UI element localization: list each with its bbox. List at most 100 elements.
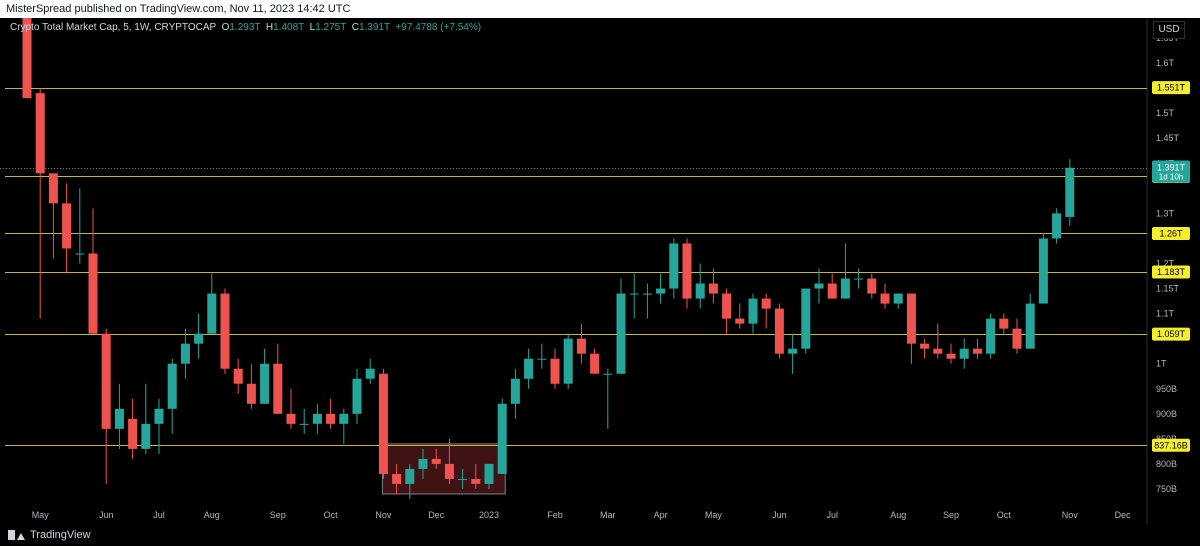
candle[interactable] — [748, 293, 758, 334]
candle[interactable] — [246, 363, 256, 409]
candle[interactable] — [563, 333, 573, 389]
candle[interactable] — [497, 398, 507, 474]
candle[interactable] — [484, 463, 494, 489]
candle[interactable] — [444, 438, 454, 484]
price-axis[interactable]: 1.65T1.6T1.5T1.45T1.4T1.3T1.2T1.15T1.1T1… — [1156, 33, 1180, 494]
candle[interactable] — [840, 243, 850, 299]
candle[interactable] — [603, 368, 613, 429]
candle[interactable] — [339, 408, 349, 444]
candle[interactable] — [207, 273, 217, 334]
candle[interactable] — [260, 348, 270, 404]
candle[interactable] — [1065, 159, 1075, 226]
candle[interactable] — [893, 293, 903, 309]
candle[interactable] — [695, 263, 705, 309]
candle[interactable] — [920, 338, 930, 359]
candle[interactable] — [35, 88, 45, 319]
candle-body — [854, 278, 864, 280]
candle[interactable] — [154, 398, 164, 454]
candle[interactable] — [180, 328, 190, 379]
candle[interactable] — [299, 408, 309, 434]
candle[interactable] — [629, 273, 639, 319]
candle[interactable] — [735, 303, 745, 329]
candle[interactable] — [669, 238, 679, 299]
candle[interactable] — [220, 288, 230, 374]
candle[interactable] — [312, 403, 322, 434]
candle[interactable] — [524, 348, 534, 389]
candle-body — [246, 383, 256, 404]
candle[interactable] — [101, 328, 111, 484]
x-tick-label: Dec — [428, 510, 445, 520]
candle-body — [682, 243, 692, 299]
candle[interactable] — [814, 268, 824, 304]
candle[interactable] — [431, 448, 441, 469]
candle[interactable] — [378, 368, 388, 479]
candle[interactable] — [22, 18, 32, 99]
candle[interactable] — [471, 463, 481, 489]
candle[interactable] — [233, 358, 243, 394]
candle[interactable] — [774, 303, 784, 359]
candle[interactable] — [642, 283, 652, 319]
level-price-label: 837.16B — [1152, 438, 1190, 452]
candle[interactable] — [708, 268, 718, 304]
candle[interactable] — [128, 398, 138, 459]
candle[interactable] — [1052, 208, 1062, 244]
candle[interactable] — [999, 313, 1009, 334]
candle[interactable] — [576, 323, 586, 364]
candle[interactable] — [114, 383, 124, 449]
currency-button[interactable]: USD — [1153, 21, 1185, 39]
candle[interactable] — [273, 343, 283, 414]
candle[interactable] — [418, 448, 428, 479]
candle[interactable] — [880, 283, 890, 309]
candle[interactable] — [1038, 233, 1048, 304]
candle[interactable] — [88, 208, 98, 334]
candle[interactable] — [616, 278, 626, 374]
candle[interactable] — [946, 343, 956, 364]
candle[interactable] — [48, 173, 58, 259]
candle[interactable] — [62, 183, 72, 274]
candle[interactable] — [1025, 293, 1035, 349]
candle-body — [326, 413, 336, 424]
candle[interactable] — [1012, 318, 1022, 354]
candle[interactable] — [761, 293, 771, 329]
candle[interactable] — [326, 398, 336, 429]
candle-body — [590, 353, 600, 374]
candle[interactable] — [788, 333, 798, 374]
candle[interactable] — [656, 273, 666, 304]
candle-body — [339, 413, 349, 424]
candle[interactable] — [550, 348, 560, 389]
level-label-bg — [1152, 438, 1190, 452]
time-axis[interactable]: May Jun Jul Aug Sep Oct Nov Dec 2023 Feb Mar Apr May… — [32, 510, 1131, 520]
candle-body — [722, 293, 732, 319]
candle[interactable] — [682, 238, 692, 309]
candle[interactable] — [906, 293, 916, 364]
candle[interactable] — [167, 358, 177, 434]
x-tick-label: Sep — [270, 510, 286, 520]
candle[interactable] — [972, 338, 982, 359]
candle-body — [62, 203, 72, 249]
level-label-bg — [1152, 265, 1190, 279]
x-tick-label: Feb — [547, 510, 563, 520]
candle[interactable] — [986, 313, 996, 359]
candle[interactable] — [75, 188, 85, 264]
candle-body — [35, 93, 45, 174]
candle[interactable] — [510, 368, 520, 419]
candle[interactable] — [854, 268, 864, 289]
candle[interactable] — [801, 288, 811, 354]
candle[interactable] — [722, 288, 732, 334]
candle[interactable] — [959, 338, 969, 369]
candle[interactable] — [537, 343, 547, 369]
candle[interactable] — [141, 383, 151, 454]
candle[interactable] — [458, 468, 468, 489]
candle[interactable] — [867, 273, 877, 299]
candlestick-chart[interactable]: 1.65T1.6T1.5T1.45T1.4T1.3T1.2T1.15T1.1T1… — [0, 18, 1200, 524]
candle[interactable] — [933, 323, 943, 359]
candle[interactable] — [405, 463, 415, 499]
candle[interactable] — [392, 463, 402, 494]
candle[interactable] — [590, 348, 600, 374]
candle[interactable] — [286, 388, 296, 429]
candle[interactable] — [365, 358, 375, 384]
y-tick-label: 1.45T — [1156, 133, 1180, 143]
candle[interactable] — [352, 368, 362, 424]
candle[interactable] — [827, 273, 837, 299]
candle[interactable] — [194, 313, 204, 359]
